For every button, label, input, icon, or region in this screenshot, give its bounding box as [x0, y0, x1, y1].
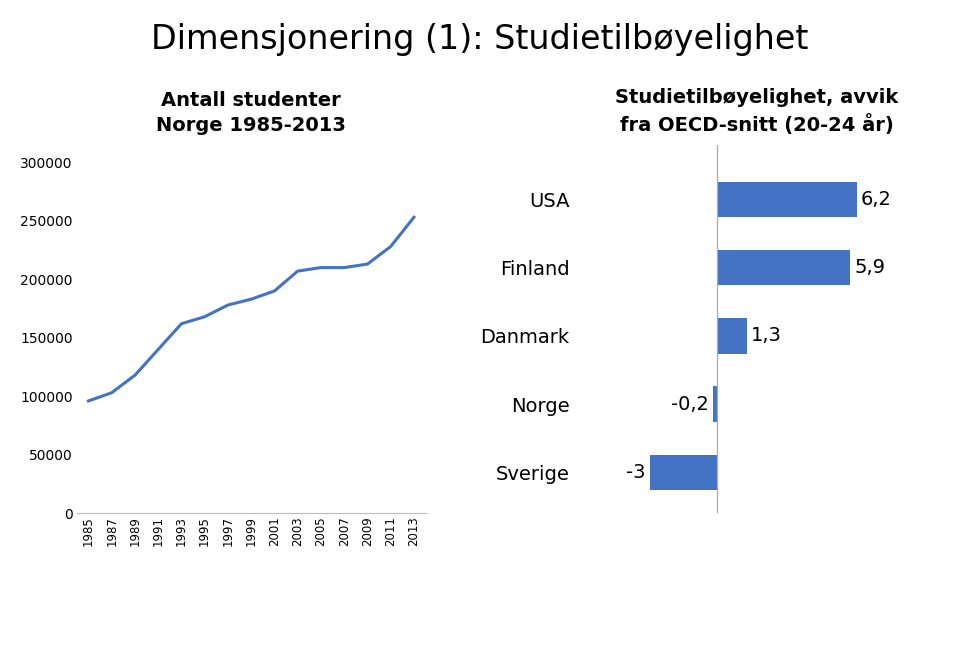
Bar [717, 318, 747, 353]
Text: Produktivitetskommisjonen: Produktivitetskommisjonen [759, 630, 948, 644]
Bar [713, 386, 717, 422]
Bar [717, 250, 851, 286]
Title: Antall studenter
Norge 1985-2013: Antall studenter Norge 1985-2013 [156, 91, 347, 135]
Text: -0,2: -0,2 [671, 395, 708, 414]
Text: -3: -3 [627, 463, 646, 482]
Text: Dimensjonering (1): Studietilbøyelighet: Dimensjonering (1): Studietilbøyelighet [152, 23, 808, 56]
Text: 5,9: 5,9 [854, 258, 885, 277]
Text: 7: 7 [12, 630, 21, 644]
Text: 1,3: 1,3 [751, 326, 781, 345]
Title: Studietilbøyelighet, avvik
fra OECD-snitt (20-24 år): Studietilbøyelighet, avvik fra OECD-snit… [615, 88, 899, 135]
Bar [717, 182, 857, 217]
Text: 6,2: 6,2 [861, 190, 892, 209]
Bar [650, 455, 717, 490]
